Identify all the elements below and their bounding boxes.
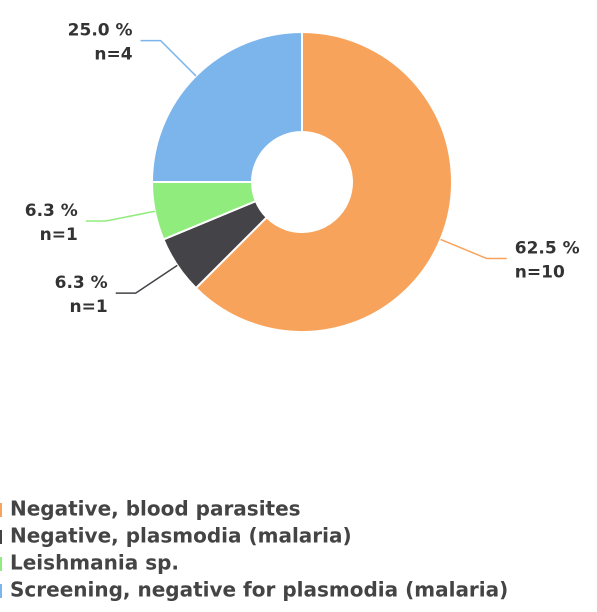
legend-label: Screening, negative for plasmodia (malar… bbox=[10, 578, 508, 602]
percent-label: 6.3 % bbox=[25, 201, 78, 221]
percent-label: 62.5 % bbox=[515, 239, 580, 259]
percent-label: 25.0 % bbox=[68, 21, 133, 41]
percent-label: 6.3 % bbox=[55, 273, 108, 293]
connector bbox=[440, 238, 507, 260]
slice bbox=[150, 30, 303, 183]
slice bbox=[194, 30, 453, 333]
count-label: n=4 bbox=[94, 45, 132, 65]
count-label: n=1 bbox=[70, 297, 108, 317]
legend-swatch bbox=[0, 584, 2, 598]
count-label: n=10 bbox=[515, 263, 565, 283]
legend-label: Negative, plasmodia (malaria) bbox=[10, 524, 352, 548]
legend-label: Negative, blood parasites bbox=[10, 497, 301, 521]
legend-swatch bbox=[0, 503, 2, 517]
connector bbox=[140, 39, 197, 77]
connector bbox=[85, 210, 156, 222]
connector bbox=[115, 264, 178, 294]
count-label: n=1 bbox=[40, 225, 78, 245]
legend-swatch bbox=[0, 557, 2, 571]
legend-label: Leishmania sp. bbox=[10, 551, 179, 575]
legend-swatch bbox=[0, 530, 2, 544]
